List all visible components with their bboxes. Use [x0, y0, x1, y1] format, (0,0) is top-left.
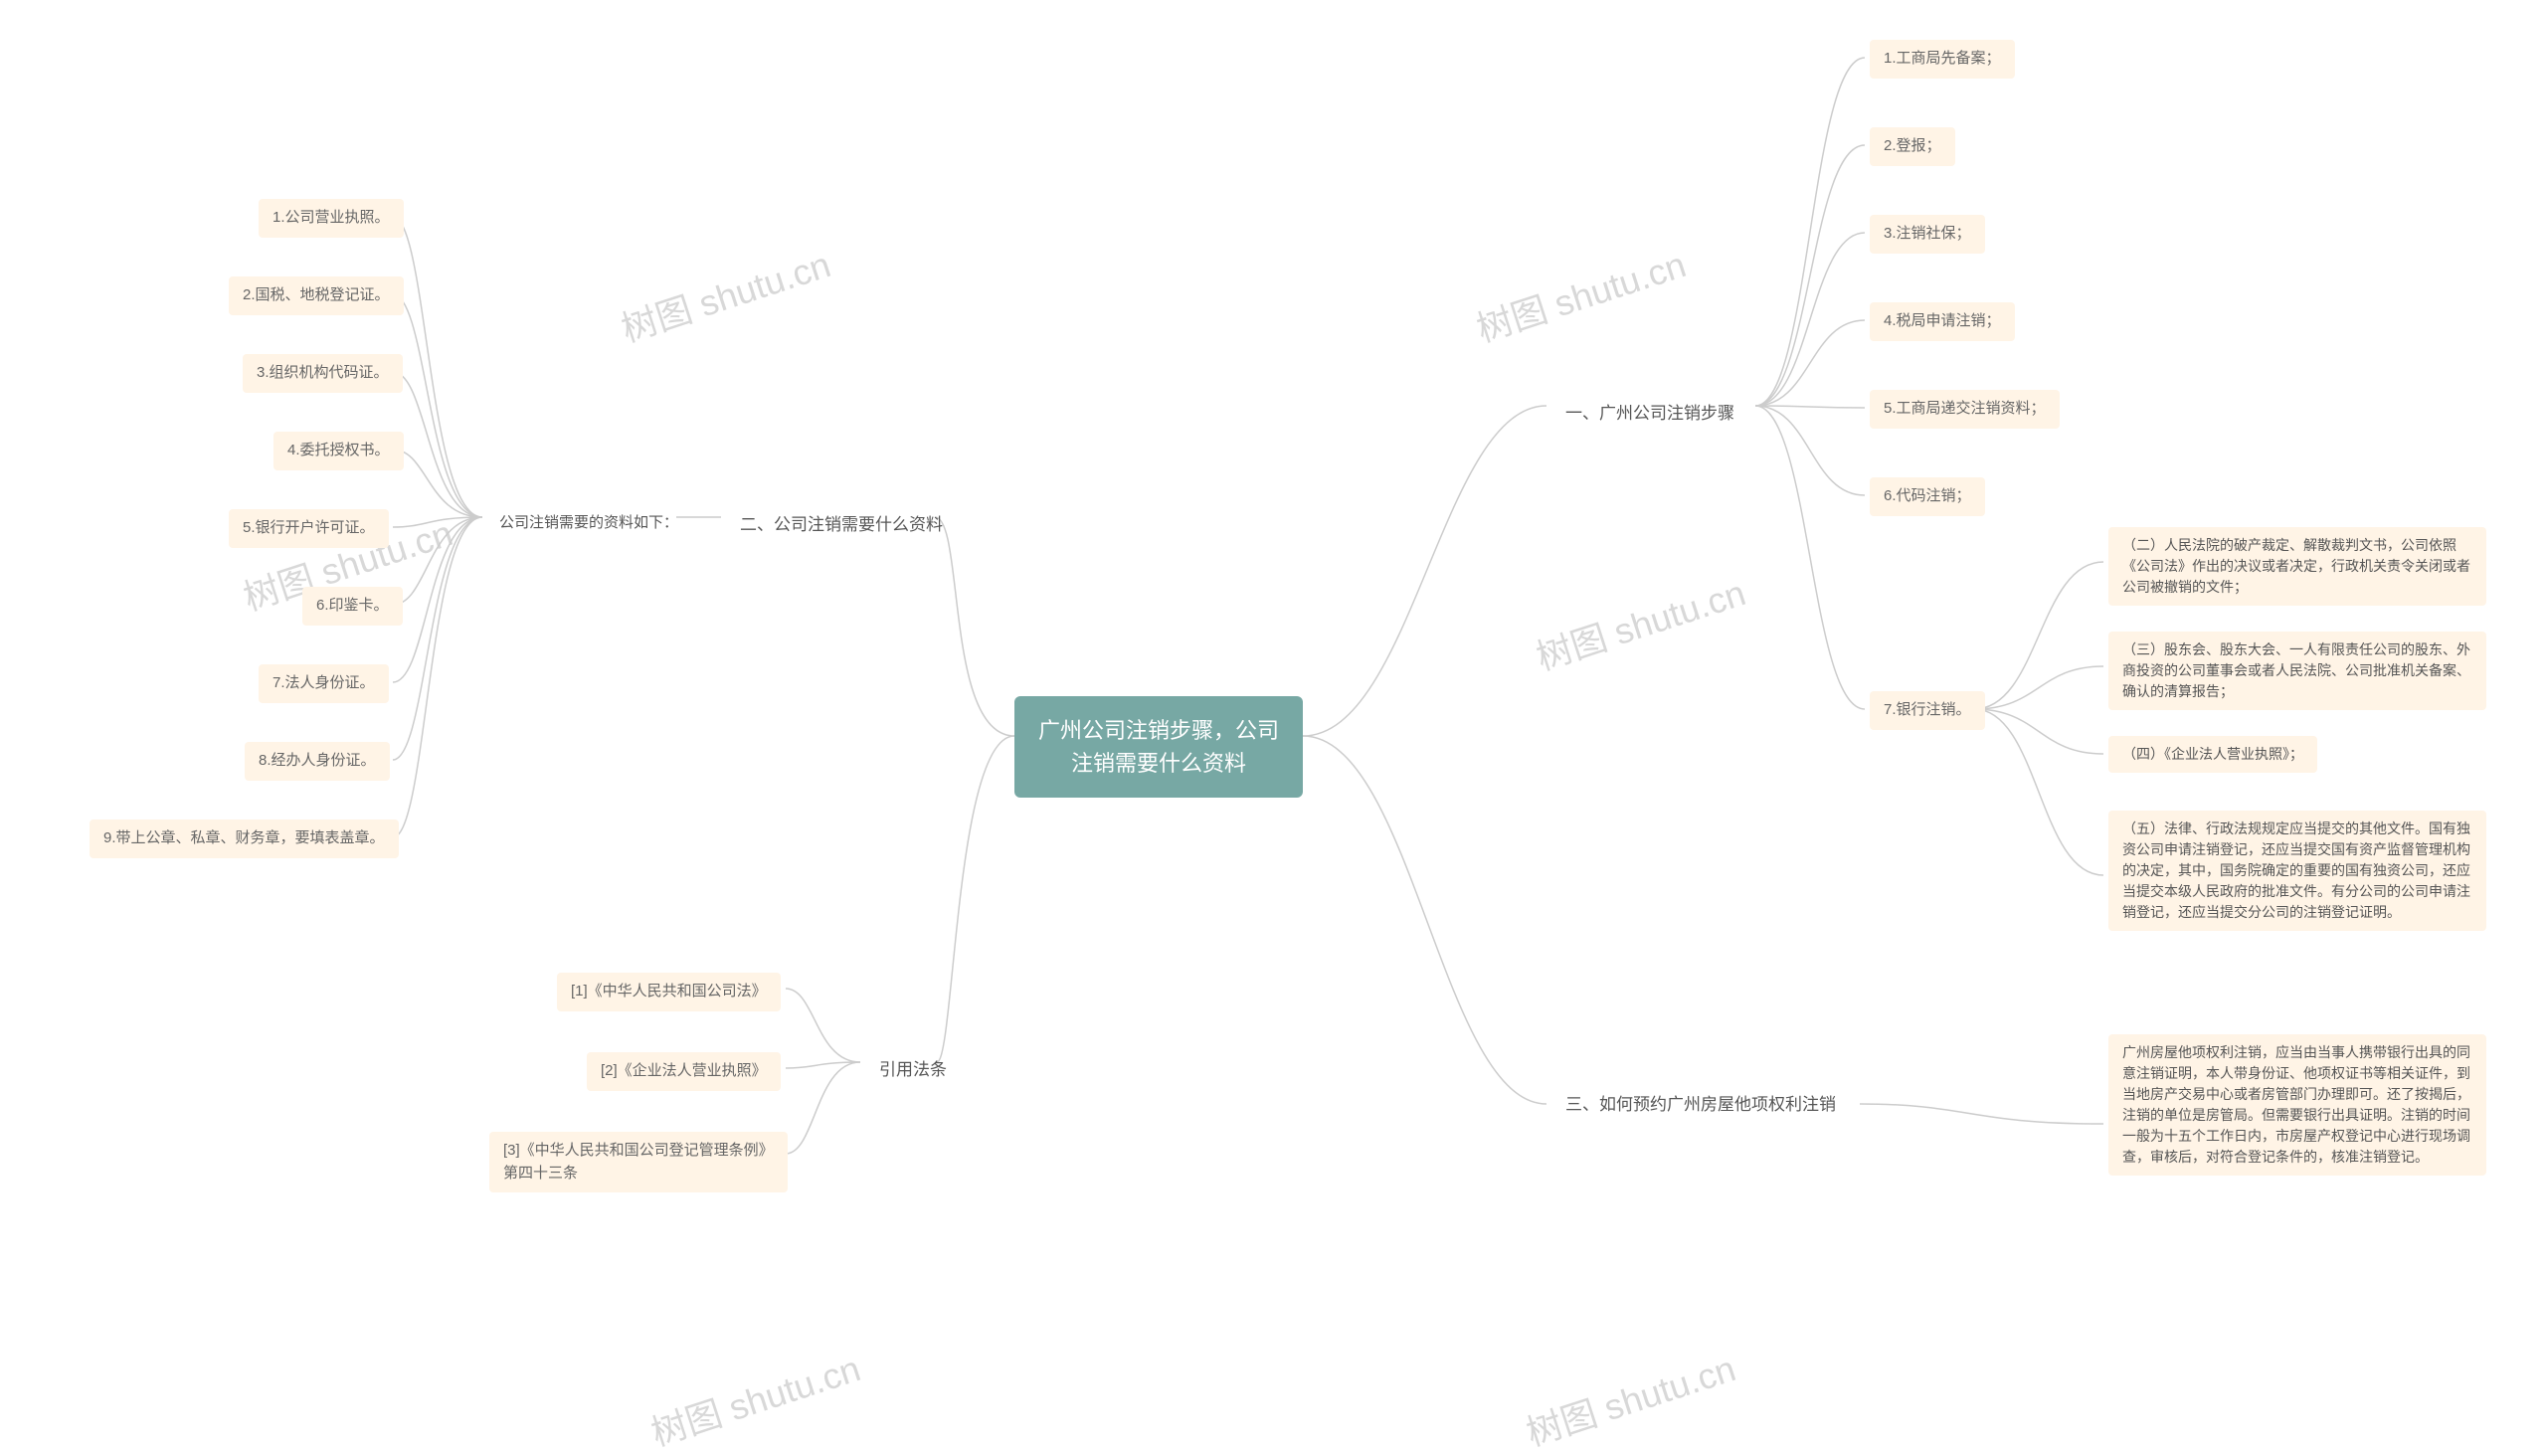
r1-item-6: 6.代码注销； [1870, 477, 1985, 516]
root-node: 广州公司注销步骤，公司 注销需要什么资料 [1014, 696, 1303, 798]
l1-item-2: 2.国税、地税登记证。 [229, 276, 404, 315]
r1-item-2: 2.登报； [1870, 127, 1955, 166]
r1-item-1: 1.工商局先备案； [1870, 40, 2015, 79]
l1-item-4: 4.委托授权书。 [273, 432, 404, 470]
r1-sub-3: （四）《企业法人营业执照》； [2108, 736, 2317, 773]
r1-sub-2: （三）股东会、股东大会、一人有限责任公司的股东、外商投资的公司董事会或者人民法院… [2108, 632, 2486, 710]
l2-item-2: [2]《企业法人营业执照》 [587, 1052, 781, 1091]
l1-item-5: 5.银行开户许可证。 [229, 509, 389, 548]
l2-item-3: [3]《中华人民共和国公司登记管理条例》第四十三条 [489, 1132, 788, 1192]
r2-body: 广州房屋他项权利注销，应当由当事人携带银行出具的同意注销证明，本人带身份证、他项… [2108, 1034, 2486, 1176]
r1-item-5: 5.工商局递交注销资料； [1870, 390, 2060, 429]
r1-item-4: 4.税局申请注销； [1870, 302, 2015, 341]
l1-item-7: 7.法人身份证。 [259, 664, 389, 703]
r1-item-7: 7.银行注销。 [1870, 691, 1985, 730]
l1-item-6: 6.印鉴卡。 [302, 587, 403, 626]
l1-item-9: 9.带上公章、私章、财务章，要填表盖章。 [90, 819, 399, 858]
l2-item-1: [1]《中华人民共和国公司法》 [557, 973, 781, 1011]
l1-item-8: 8.经办人身份证。 [245, 742, 390, 781]
branch-left-1-title: 二、公司注销需要什么资料 [726, 504, 957, 546]
branch-right-1-title: 一、广州公司注销步骤 [1551, 393, 1748, 435]
branch-right-2-title: 三、如何预约广州房屋他项权利注销 [1551, 1084, 1850, 1126]
l1-item-1: 1.公司营业执照。 [259, 199, 404, 238]
r1-sub-4: （五）法律、行政法规规定应当提交的其他文件。国有独资公司申请注销登记，还应当提交… [2108, 811, 2486, 931]
root-title-line2: 注销需要什么资料 [1071, 751, 1246, 776]
branch-left-2-title: 引用法条 [865, 1049, 961, 1091]
branch-left-1-subtitle: 公司注销需要的资料如下： [485, 504, 692, 543]
root-title-line1: 广州公司注销步骤，公司 [1038, 718, 1279, 743]
r1-sub-1: （二）人民法院的破产裁定、解散裁判文书，公司依照《公司法》作出的决议或者决定，行… [2108, 527, 2486, 606]
r1-item-3: 3.注销社保； [1870, 215, 1985, 254]
l1-item-3: 3.组织机构代码证。 [243, 354, 403, 393]
